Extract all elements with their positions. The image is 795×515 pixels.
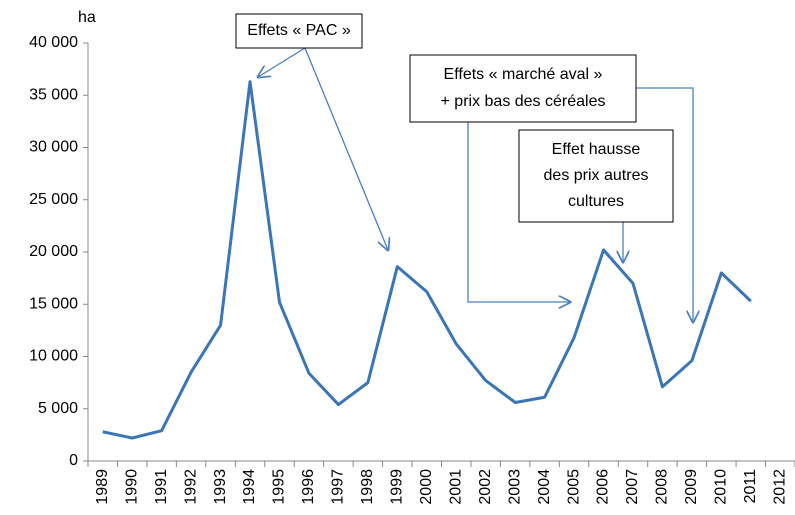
y-tick-label: 10 000 [29,348,78,365]
x-tick-label: 2005 [565,469,582,505]
annotation: cultures [568,193,624,210]
x-tick-label: 2006 [595,469,612,505]
x-tick-label: 2008 [654,469,671,505]
y-tick-label: 20 000 [29,243,78,260]
x-tick-label: 1998 [359,469,376,505]
annotation-box [409,54,637,123]
x-tick-label: 2002 [477,469,494,505]
x-tick-label: 2010 [713,469,730,505]
x-tick-label: 1997 [330,469,347,505]
x-tick-label: 2012 [771,469,788,505]
x-tick-label: 2009 [683,469,700,505]
y-tick-label: 15 000 [29,295,78,312]
y-tick-label: 30 000 [29,139,78,156]
y-tick-label: 0 [69,452,78,469]
x-tick-label: 1996 [300,469,317,505]
x-tick-label: 2003 [506,469,523,505]
y-tick-label: 5 000 [38,400,78,417]
annotation: Effet hausse [552,141,641,158]
y-tick-label: 40 000 [29,34,78,51]
arrow [304,47,388,250]
x-tick-label: 2011 [742,469,759,504]
x-tick-label: 2007 [624,469,641,505]
annotation-box [518,129,674,223]
x-tick-label: 1991 [153,469,170,505]
annotation: Effets « marché aval » [444,66,603,83]
arrow [467,122,570,302]
x-tick-label: 1989 [94,469,111,505]
annotation: Effets « PAC » [247,22,351,39]
x-tick-label: 1994 [241,469,258,505]
x-tick-label: 2001 [447,469,464,505]
y-unit: ha [78,9,96,26]
x-tick-label: 1990 [123,469,140,505]
annotation: des prix autres [544,167,649,184]
line [102,80,752,440]
x-tick-label: 1999 [389,469,406,505]
x-tick-label: 2004 [536,469,553,505]
annotation-box [235,13,363,49]
y-tick-label: 35 000 [29,86,78,103]
x-tick-label: 1992 [182,469,199,505]
x-tick-label: 1995 [271,469,288,505]
annotation: + prix bas des céréales [441,93,606,110]
y-tick-label: 25 000 [29,191,78,208]
arrow [258,47,306,77]
x-tick-label: 1993 [212,469,229,505]
x-tick-label: 2000 [418,469,435,505]
arrow [636,87,693,322]
